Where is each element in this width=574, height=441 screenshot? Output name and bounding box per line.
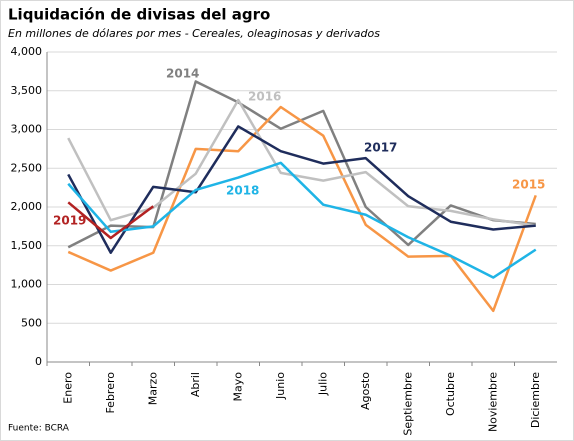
x-tick-label: Mayo	[231, 372, 244, 402]
x-tick-label: Junio	[274, 372, 287, 400]
y-tick-label: 3,500	[11, 84, 43, 97]
series-label: 2017	[364, 141, 397, 155]
y-tick-label: 500	[21, 316, 42, 329]
chart-title: Liquidación de divisas del agro	[8, 6, 270, 24]
y-tick-label: 4,000	[11, 45, 43, 58]
series-label: 2016	[248, 90, 281, 104]
source: Fuente: BCRA	[8, 424, 70, 434]
chart-subtitle: En millones de dólares por mes - Cereale…	[8, 27, 380, 40]
x-tick-label: Octubre	[444, 372, 457, 416]
y-tick-label: 1,000	[11, 278, 43, 291]
series-label: 2018	[226, 184, 259, 198]
y-tick-label: 1,500	[11, 239, 43, 252]
x-tick-label: Marzo	[146, 372, 159, 406]
series-line	[67, 201, 154, 240]
x-tick-label: Julio	[316, 372, 329, 396]
y-tick-label: 3,000	[11, 123, 43, 136]
series-label: 2014	[166, 67, 199, 81]
x-tick-label: Enero	[61, 372, 74, 404]
series-line	[67, 105, 537, 313]
x-tick-label: Septiembre	[401, 372, 414, 436]
x-tick-label: Noviembre	[486, 372, 499, 432]
x-tick-label: Febrero	[104, 372, 117, 414]
x-tick-label: Abril	[189, 372, 202, 397]
series-line	[67, 98, 536, 227]
series-line	[67, 161, 537, 279]
x-tick-label: Agosto	[359, 372, 372, 410]
y-tick-label: 2,000	[11, 200, 43, 213]
series-label: 2015	[512, 178, 545, 192]
x-tick-label: Diciembre	[529, 372, 542, 428]
series-line	[67, 125, 536, 254]
y-tick-label: 2,500	[11, 161, 43, 174]
series-label: 2019	[53, 214, 86, 228]
y-tick-label: 0	[35, 355, 42, 368]
